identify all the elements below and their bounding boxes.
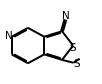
Text: N: N	[5, 31, 13, 41]
Text: N: N	[62, 11, 70, 21]
Text: S: S	[73, 59, 80, 69]
Text: S: S	[70, 43, 76, 53]
